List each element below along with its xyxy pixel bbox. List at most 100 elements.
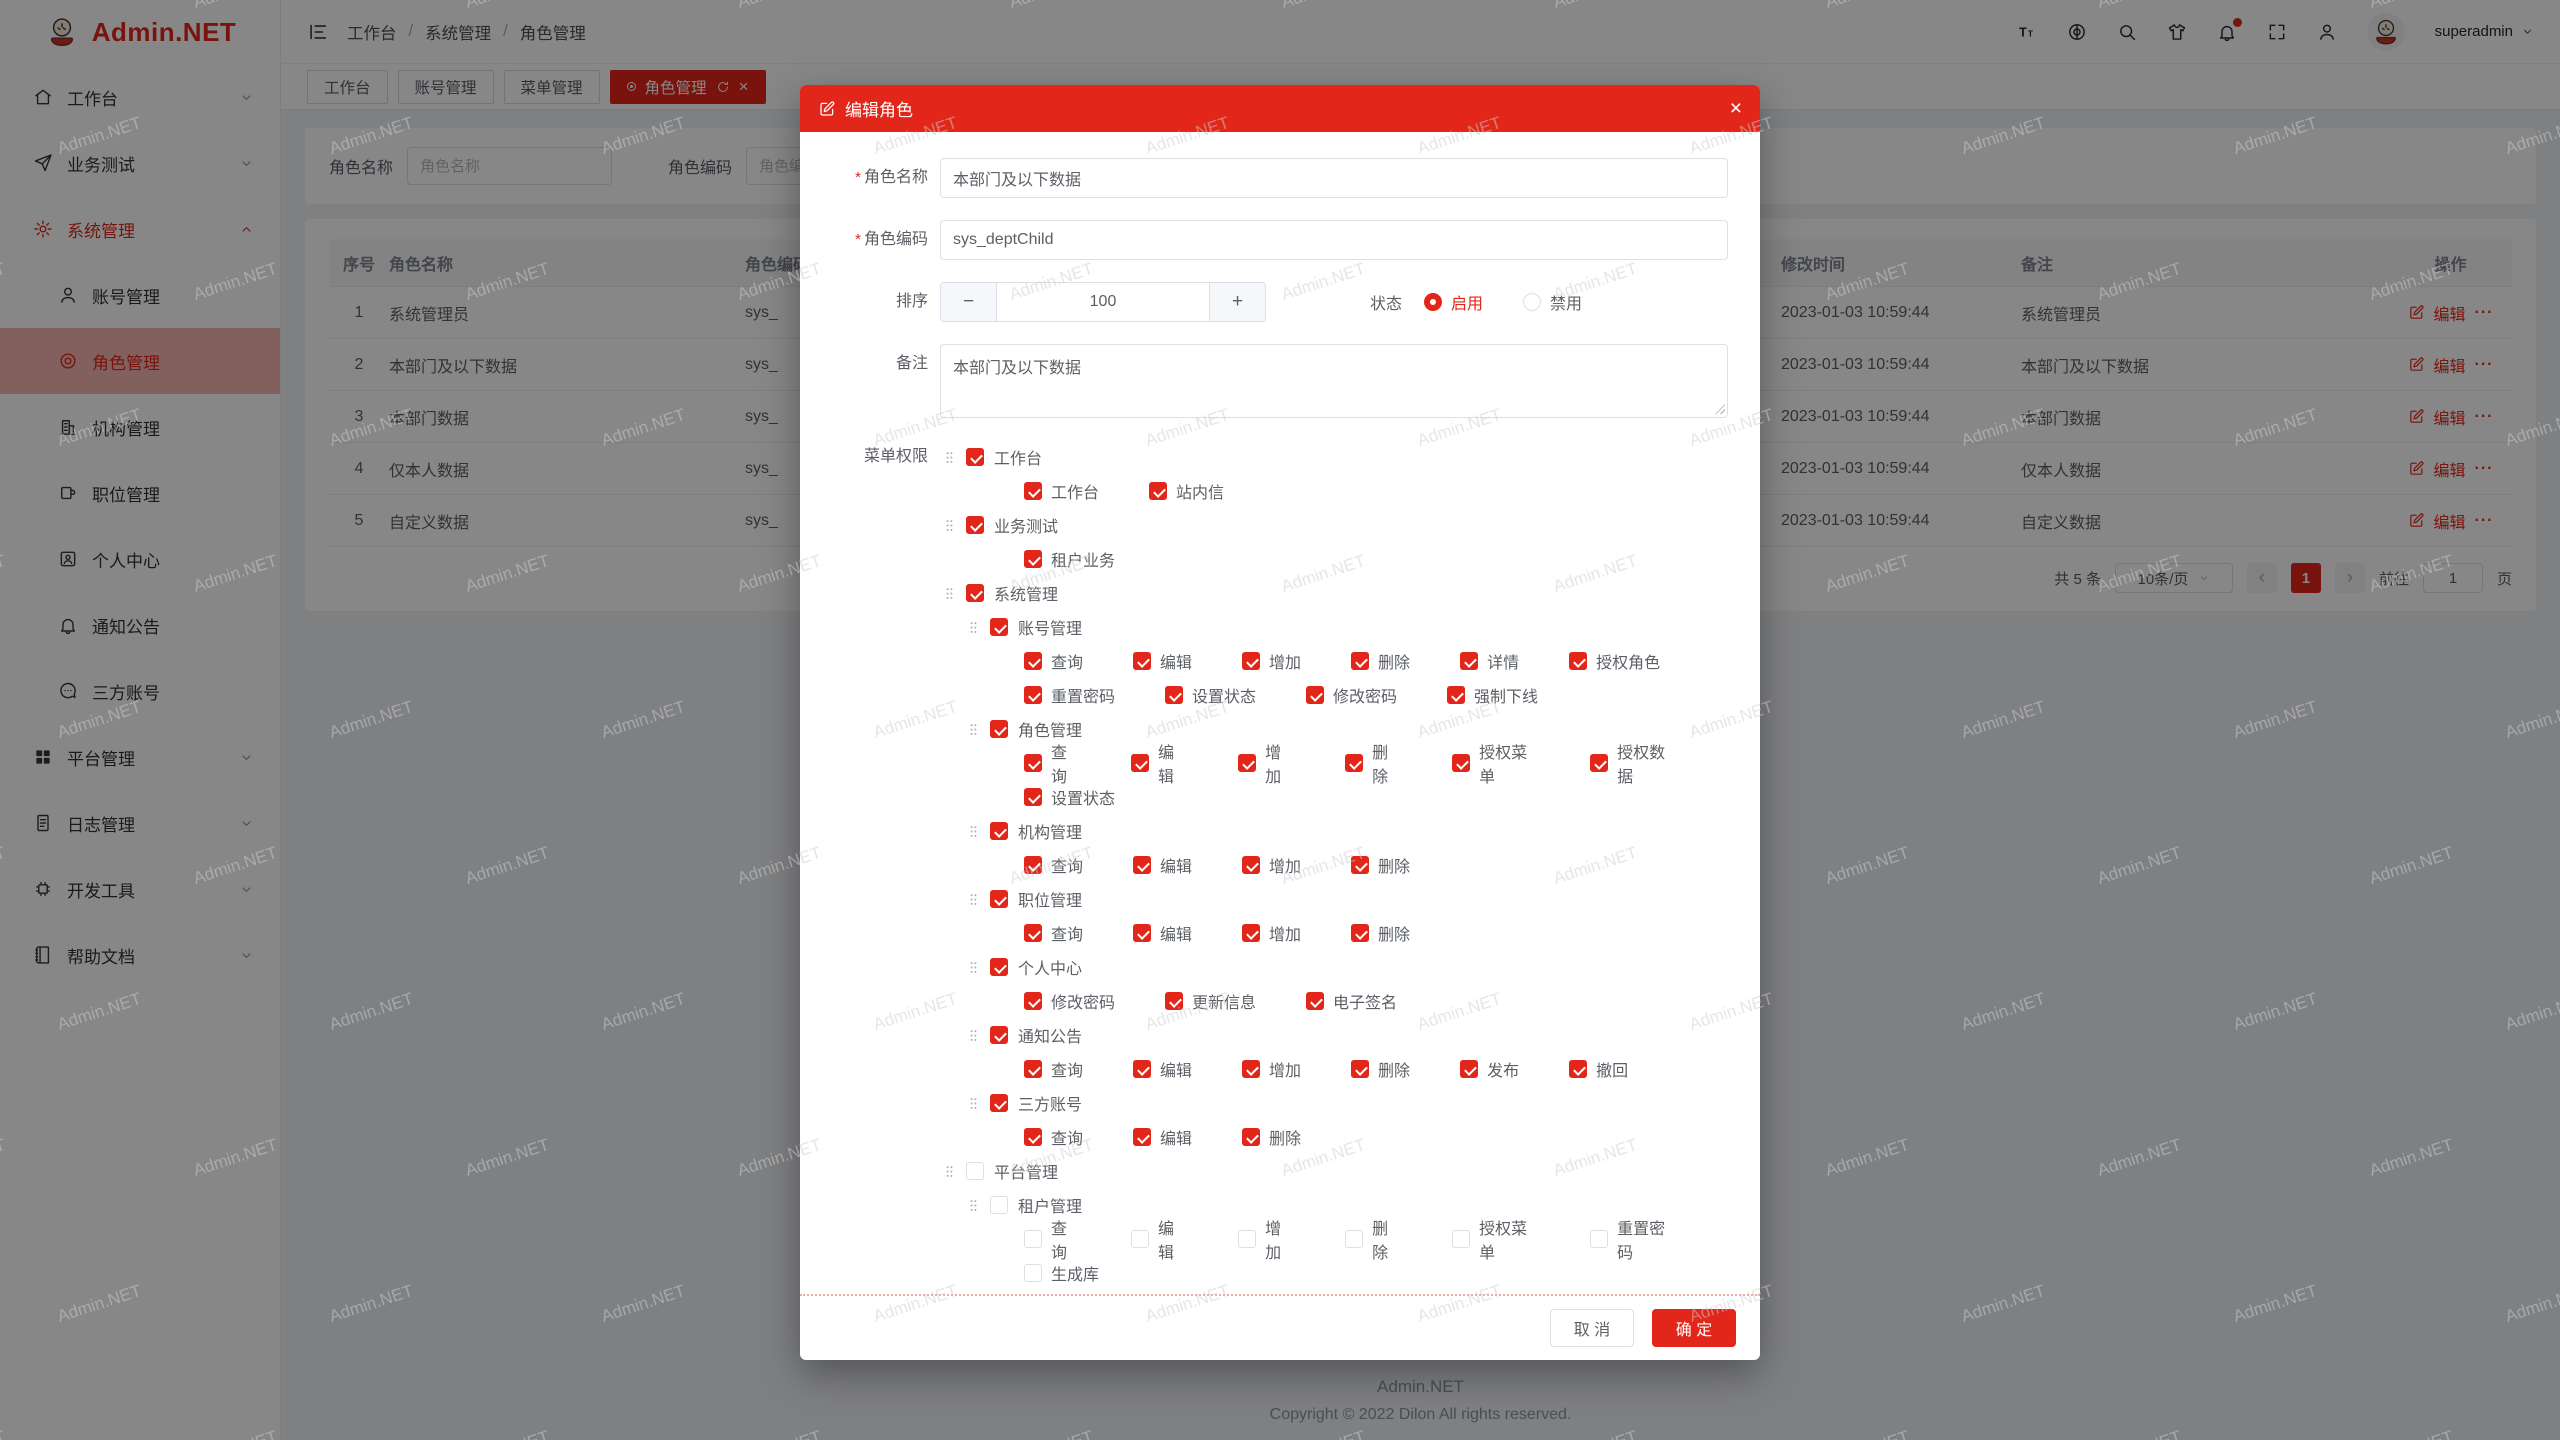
permission-checkbox[interactable] [1024, 686, 1042, 704]
permission-checkbox[interactable] [1447, 686, 1466, 704]
permission-checkbox[interactable] [1024, 550, 1042, 568]
permission-checkbox[interactable] [1242, 924, 1261, 942]
tree-node[interactable]: 职位管理 [940, 882, 1728, 916]
tree-node[interactable]: 工作台 [940, 440, 1728, 474]
sidebar-item[interactable]: 日志管理 [0, 790, 280, 856]
drag-handle-icon[interactable] [966, 1096, 981, 1111]
row-more-button[interactable]: ··· [2474, 407, 2494, 425]
permission-checkbox-item[interactable]: 编辑 [1133, 649, 1192, 673]
drag-handle-icon[interactable] [942, 518, 957, 533]
permission-checkbox[interactable] [1133, 652, 1152, 670]
permission-checkbox[interactable] [1242, 1128, 1261, 1146]
permission-checkbox[interactable] [1452, 1230, 1471, 1248]
tree-node[interactable]: 机构管理 [940, 814, 1728, 848]
permission-checkbox-item[interactable]: 编辑 [1131, 739, 1188, 787]
permission-checkbox-item[interactable]: 查询 [1024, 739, 1081, 787]
permission-checkbox-item[interactable]: 授权菜单 [1452, 739, 1540, 787]
row-more-button[interactable]: ··· [2474, 511, 2494, 529]
permission-checkbox-item[interactable]: 工作台 [1024, 479, 1099, 503]
tree-checkbox[interactable] [990, 720, 1008, 738]
permission-checkbox[interactable] [1024, 856, 1042, 874]
tree-checkbox[interactable] [966, 448, 984, 466]
sidebar-item[interactable]: 开发工具 [0, 856, 280, 922]
permission-checkbox-item[interactable]: 发布 [1460, 1057, 1519, 1081]
permission-checkbox-item[interactable]: 删除 [1345, 739, 1402, 787]
status-radio-enabled[interactable]: 启用 [1424, 290, 1483, 314]
current-page-button[interactable]: 1 [2290, 563, 2321, 593]
permission-checkbox[interactable] [1306, 992, 1325, 1010]
tree-checkbox[interactable] [990, 822, 1008, 840]
permission-checkbox[interactable] [1460, 1060, 1479, 1078]
row-more-button[interactable]: ··· [2474, 459, 2494, 477]
tree-checkbox[interactable] [966, 516, 984, 534]
permission-checkbox-item[interactable]: 查询 [1024, 1125, 1083, 1149]
permission-checkbox-item[interactable]: 编辑 [1133, 853, 1192, 877]
permission-checkbox[interactable] [1024, 754, 1042, 772]
status-radio-disabled[interactable]: 禁用 [1523, 290, 1582, 314]
sidebar-item[interactable]: 职位管理 [0, 460, 280, 526]
permission-checkbox-item[interactable]: 删除 [1351, 1057, 1410, 1081]
permission-checkbox-item[interactable]: 授权角色 [1569, 649, 1660, 673]
permission-checkbox[interactable] [1024, 652, 1042, 670]
permission-checkbox-item[interactable]: 修改密码 [1024, 989, 1115, 1013]
permission-checkbox-item[interactable]: 删除 [1351, 921, 1410, 945]
permission-checkbox-item[interactable]: 增加 [1238, 739, 1295, 787]
permission-checkbox[interactable] [1351, 924, 1370, 942]
drag-handle-icon[interactable] [942, 1164, 957, 1179]
row-more-button[interactable]: ··· [2474, 303, 2494, 321]
permission-checkbox-item[interactable]: 设置状态 [1165, 683, 1256, 707]
confirm-button[interactable]: 确 定 [1652, 1309, 1736, 1347]
tree-node[interactable]: 系统管理 [940, 576, 1728, 610]
stepper-plus-button[interactable]: + [1209, 283, 1265, 321]
permission-checkbox-item[interactable]: 编辑 [1131, 1215, 1188, 1263]
permission-checkbox[interactable] [1242, 1060, 1261, 1078]
row-edit-button[interactable]: 编辑 [2433, 462, 2466, 480]
tree-checkbox[interactable] [966, 1162, 984, 1180]
next-page-button[interactable]: › [2334, 563, 2365, 593]
search-icon[interactable] [2117, 22, 2137, 42]
permission-checkbox-item[interactable]: 授权数据 [1590, 739, 1678, 787]
sidebar-item[interactable]: 账号管理 [0, 262, 280, 328]
permission-checkbox[interactable] [1590, 754, 1609, 772]
drag-handle-icon[interactable] [966, 960, 981, 975]
role-name-search-input[interactable] [407, 147, 613, 185]
permission-checkbox[interactable] [1024, 1264, 1042, 1282]
permission-checkbox[interactable] [1024, 1128, 1042, 1146]
permission-checkbox-item[interactable]: 重置密码 [1590, 1215, 1678, 1263]
permission-checkbox-item[interactable]: 查询 [1024, 1215, 1081, 1263]
page-size-select[interactable]: 10条/页 [2114, 563, 2233, 593]
drag-handle-icon[interactable] [966, 1028, 981, 1043]
permission-checkbox-item[interactable]: 详情 [1460, 649, 1519, 673]
tab[interactable]: 账号管理 [397, 69, 494, 104]
permission-checkbox-item[interactable]: 删除 [1242, 1125, 1301, 1149]
stepper-minus-button[interactable]: − [941, 283, 997, 321]
permission-checkbox-item[interactable]: 修改密码 [1306, 683, 1397, 707]
tree-node[interactable]: 通知公告 [940, 1018, 1728, 1052]
permission-checkbox[interactable] [1024, 482, 1042, 500]
permission-checkbox[interactable] [1590, 1230, 1609, 1248]
tab-close-icon[interactable]: × [738, 77, 749, 96]
permission-checkbox-item[interactable]: 电子签名 [1306, 989, 1397, 1013]
profile-icon[interactable] [2317, 22, 2337, 42]
row-edit-button[interactable]: 编辑 [2433, 306, 2466, 324]
theme-icon[interactable] [2167, 22, 2187, 42]
sidebar-item[interactable]: 帮助文档 [0, 922, 280, 988]
permission-checkbox[interactable] [1460, 652, 1479, 670]
tree-node[interactable]: 租户管理 [940, 1188, 1728, 1222]
tree-node[interactable]: 三方账号 [940, 1086, 1728, 1120]
permission-checkbox-item[interactable]: 查询 [1024, 649, 1083, 673]
sidebar-item[interactable]: 个人中心 [0, 526, 280, 592]
fullscreen-icon[interactable] [2267, 22, 2287, 42]
tree-checkbox[interactable] [990, 890, 1008, 908]
permission-checkbox[interactable] [1165, 992, 1184, 1010]
sidebar-item[interactable]: 三方账号 [0, 658, 280, 724]
permission-checkbox[interactable] [1242, 856, 1261, 874]
tree-checkbox[interactable] [990, 958, 1008, 976]
resize-handle-icon[interactable] [1715, 404, 1725, 414]
sidebar-item[interactable]: 系统管理 [0, 196, 280, 262]
tab[interactable]: 菜单管理 [503, 69, 600, 104]
permission-checkbox-item[interactable]: 站内信 [1149, 479, 1224, 503]
permission-checkbox[interactable] [1149, 482, 1168, 500]
goto-page-input[interactable] [2422, 563, 2483, 593]
permission-checkbox-item[interactable]: 查询 [1024, 1057, 1083, 1081]
